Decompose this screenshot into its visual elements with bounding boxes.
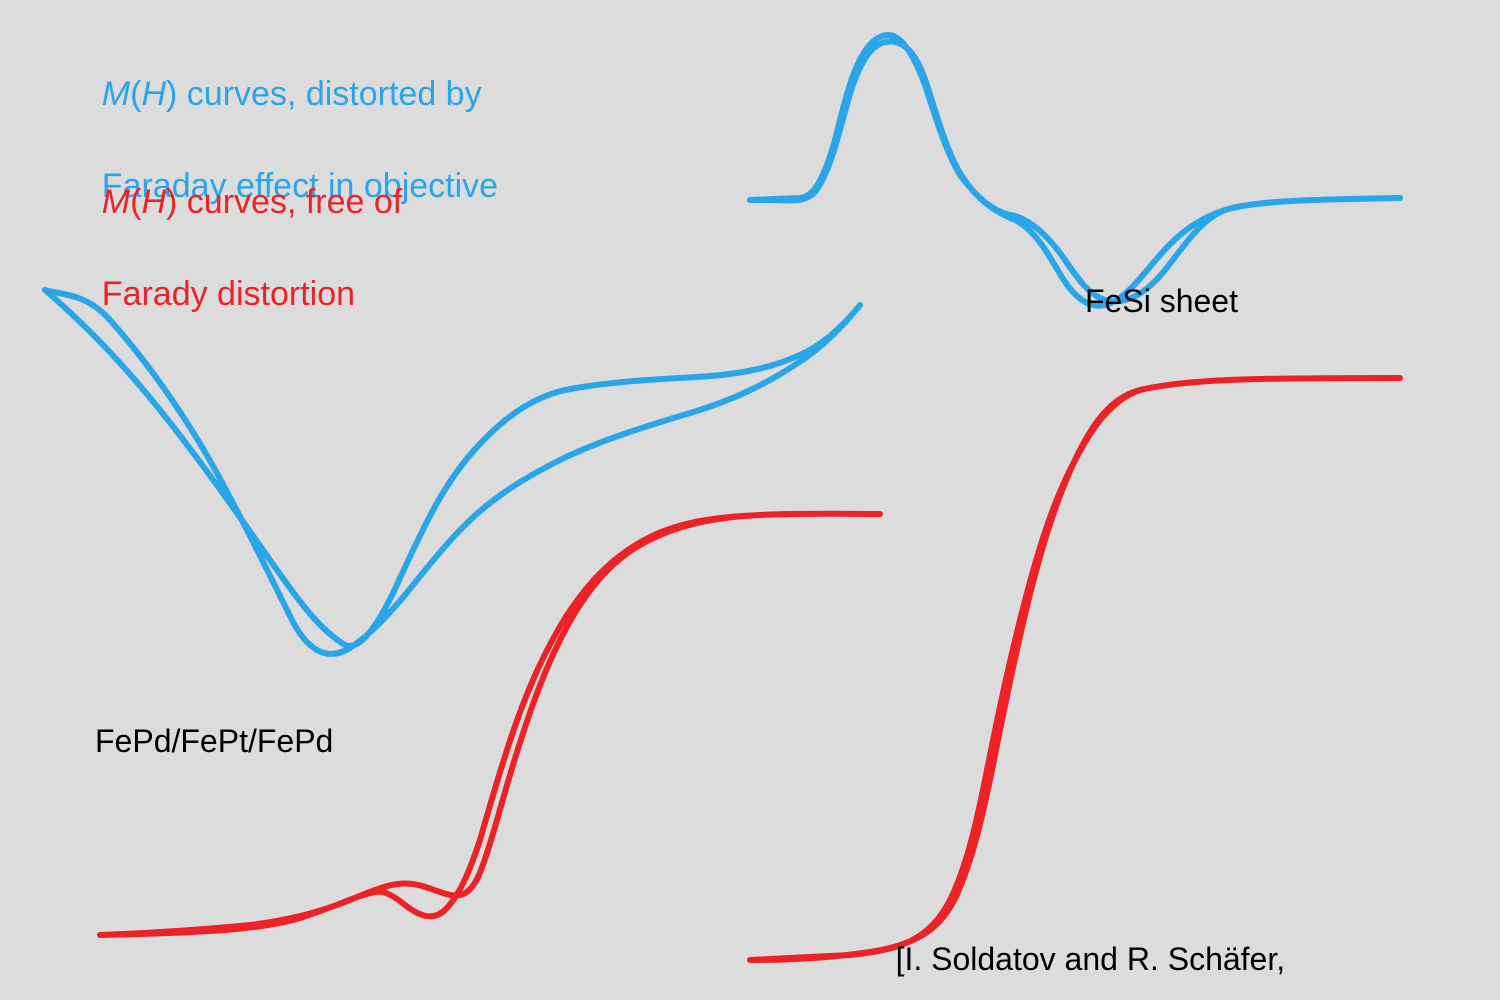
- legend-blue-l1-rest: curves, distorted by: [187, 75, 482, 113]
- legend-red-H: H: [141, 183, 166, 221]
- citation-l1: [I. Soldatov and R. Schäfer,: [896, 941, 1286, 977]
- legend-red-M: M: [102, 183, 130, 221]
- citation-label: [I. Soldatov and R. Schäfer, J. Appl. Ph…: [860, 895, 1387, 1000]
- figure-canvas: M(H) curves, distorted by Faraday effect…: [0, 0, 1500, 1000]
- legend-red: M(H) curves, free of Farady distortion: [64, 134, 402, 363]
- legend-red-l2: Farady distortion: [102, 275, 355, 313]
- fesi-red-curve: [750, 378, 1400, 960]
- legend-blue-M: M: [102, 75, 130, 113]
- fesi-blue-curve: [750, 35, 1400, 306]
- sample-left-label: FePd/FePt/FePd: [95, 720, 333, 763]
- legend-red-l1-rest: curves, free of: [187, 183, 402, 221]
- sample-right-label: FeSi sheet: [1085, 280, 1238, 323]
- legend-blue-H: H: [141, 75, 166, 113]
